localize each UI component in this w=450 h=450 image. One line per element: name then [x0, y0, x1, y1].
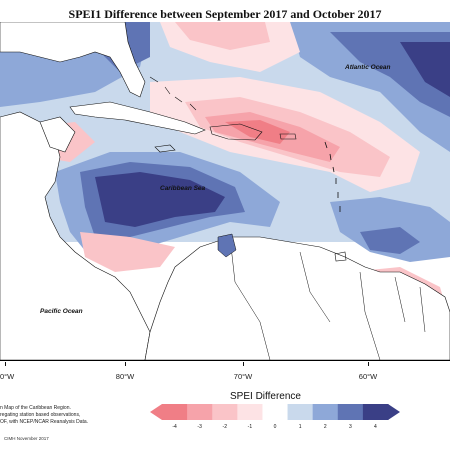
pacific-ocean-label: Pacific Ocean — [40, 308, 83, 315]
legend-swatch — [212, 404, 238, 420]
caribbean-sea-label: Caribbean Sea — [160, 185, 206, 192]
map-canvas — [0, 22, 450, 360]
longitude-tick — [243, 362, 244, 366]
figure-title: SPEI1 Difference between September 2017 … — [68, 7, 382, 21]
legend-swatch — [362, 404, 389, 420]
legend-tick-label: -4 — [172, 424, 177, 430]
legend-colorbar — [150, 404, 400, 420]
footnote-line-1: n Map of the Caribbean Region. — [0, 405, 71, 411]
legend-title: SPEI Difference — [230, 391, 301, 402]
footnote-line-3: OF, with NCEP/NCAR Reanalysis Data. — [0, 419, 89, 425]
legend-swatch — [337, 404, 364, 420]
longitude-label-60w: 60°W — [358, 372, 378, 381]
longitude-tick — [5, 362, 6, 366]
legend-swatch — [162, 404, 188, 420]
atlantic-ocean-label: Atlantic Ocean — [345, 64, 391, 71]
legend-swatch — [187, 404, 213, 420]
credit-text: CIMH November 2017 — [4, 436, 49, 441]
legend-tick-label: -2 — [222, 424, 227, 430]
legend-tick-label: -1 — [247, 424, 253, 430]
legend-tick-label: 0 — [273, 424, 277, 430]
legend-swatch — [287, 404, 314, 420]
longitude-tick — [368, 362, 369, 366]
spei-difference-map: Atlantic Ocean Caribbean Sea Pacific Oce… — [0, 22, 450, 361]
legend-swatch — [312, 404, 339, 420]
legend-tick-label: 3 — [348, 424, 352, 430]
longitude-label-70w: 70°W — [233, 372, 253, 381]
legend-swatch — [262, 404, 289, 420]
legend-tick-label: 2 — [323, 424, 327, 430]
legend-tick-label: 4 — [374, 424, 377, 430]
footnote-line-2: regating station based observations, — [0, 412, 81, 418]
longitude-tick — [125, 362, 126, 366]
longitude-label-90w: 90°W — [0, 372, 15, 381]
legend-tick-label: -3 — [197, 424, 202, 430]
legend-swatch — [237, 404, 263, 420]
longitude-label-80w: 80°W — [115, 372, 135, 381]
legend-tick-label: 1 — [298, 424, 302, 430]
